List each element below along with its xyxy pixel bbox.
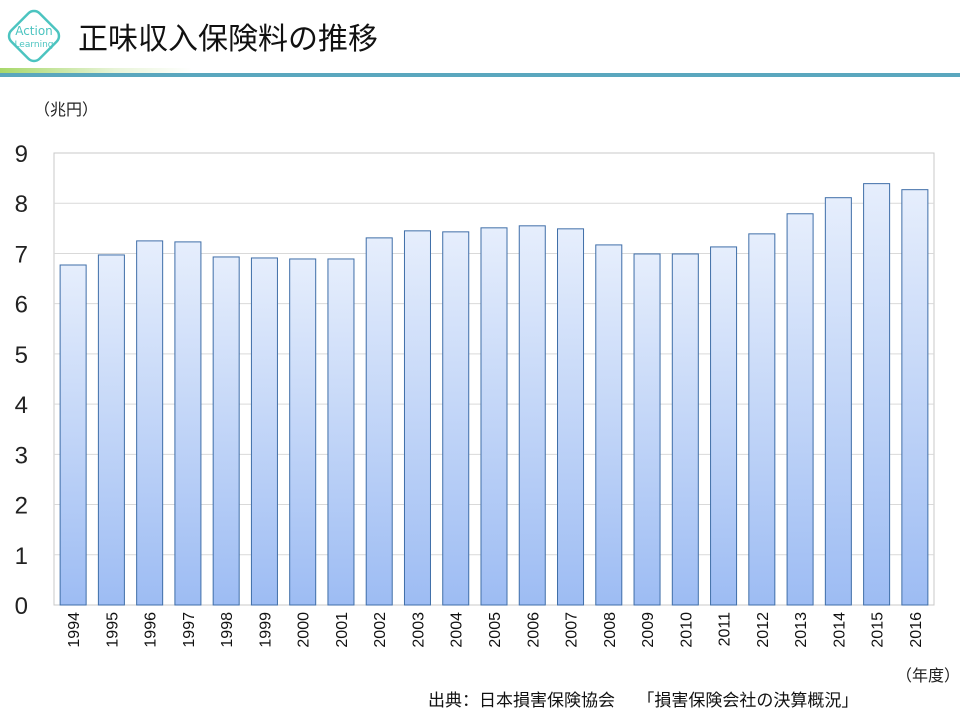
x-axis-unit: （年度） bbox=[896, 666, 960, 685]
y-tick-label: 4 bbox=[15, 392, 28, 419]
y-tick-label: 7 bbox=[15, 241, 28, 268]
x-tick-label: 2015 bbox=[870, 612, 887, 648]
bar-2016 bbox=[901, 189, 929, 606]
x-tick-label: 1999 bbox=[257, 612, 274, 648]
y-tick-label: 3 bbox=[15, 442, 28, 469]
y-tick-label: 9 bbox=[15, 141, 28, 168]
x-tick-label: 2005 bbox=[487, 612, 504, 648]
x-tick-label: 2011 bbox=[717, 612, 734, 647]
action-learning-logo: Action Learning bbox=[7, 9, 61, 63]
y-tick-label: 0 bbox=[15, 593, 28, 620]
svg-text:Learning: Learning bbox=[14, 40, 53, 50]
bar-2012 bbox=[748, 233, 776, 606]
x-tick-label: 2003 bbox=[410, 612, 427, 648]
bar-1996 bbox=[136, 240, 164, 606]
bar-2006 bbox=[518, 225, 546, 606]
bar-2003 bbox=[403, 230, 431, 606]
x-tick-label: 1998 bbox=[219, 612, 236, 648]
x-tick-label: 2010 bbox=[678, 612, 695, 648]
bar-1998 bbox=[212, 256, 240, 606]
x-tick-label: 1995 bbox=[104, 612, 121, 648]
x-tick-label: 2004 bbox=[449, 612, 466, 648]
x-tick-label: 1996 bbox=[143, 612, 160, 648]
bar-2007 bbox=[557, 228, 585, 606]
bar-2002 bbox=[365, 237, 393, 606]
x-tick-label: 2002 bbox=[372, 612, 389, 648]
x-tick-label: 2009 bbox=[640, 612, 657, 648]
bar-2004 bbox=[442, 231, 470, 606]
bar-2015 bbox=[863, 183, 891, 606]
bar-1995 bbox=[97, 254, 125, 606]
y-tick-label: 1 bbox=[15, 543, 28, 570]
y-tick-label: 5 bbox=[15, 342, 28, 369]
bar-1999 bbox=[250, 257, 278, 606]
x-tick-label: 2000 bbox=[296, 612, 313, 648]
svg-text:Action: Action bbox=[15, 24, 53, 38]
x-tick-label: 2016 bbox=[908, 612, 925, 648]
y-axis-unit: （兆円） bbox=[34, 100, 99, 119]
bar-2000 bbox=[289, 258, 317, 606]
bar-2001 bbox=[327, 258, 355, 606]
page-title: 正味収入保険料の推移 bbox=[78, 22, 378, 57]
x-tick-label: 2001 bbox=[334, 612, 351, 648]
bar-2011 bbox=[710, 246, 738, 606]
x-tick-label: 2012 bbox=[755, 612, 772, 648]
bar-2013 bbox=[786, 213, 814, 606]
source-note: 出典：日本損害保険協会 「損害保険会社の決算概況」 bbox=[428, 691, 859, 711]
bar-2014 bbox=[824, 197, 852, 606]
x-tick-label: 2008 bbox=[602, 612, 619, 648]
x-tick-label: 2014 bbox=[831, 612, 848, 648]
bar-2008 bbox=[595, 244, 623, 606]
bar-2005 bbox=[480, 227, 508, 606]
y-tick-label: 2 bbox=[15, 493, 28, 520]
header-gradient-rule bbox=[0, 68, 960, 76]
y-tick-label: 6 bbox=[15, 292, 28, 319]
bar-2009 bbox=[633, 253, 661, 606]
x-tick-label: 2013 bbox=[793, 612, 810, 648]
bar-2010 bbox=[671, 253, 699, 606]
x-tick-label: 1997 bbox=[181, 612, 198, 648]
x-tick-label: 2006 bbox=[525, 612, 542, 648]
x-tick-label: 1994 bbox=[66, 612, 83, 648]
bar-1997 bbox=[174, 241, 202, 606]
y-tick-label: 8 bbox=[15, 191, 28, 218]
bar-1994 bbox=[59, 264, 87, 606]
header-rule bbox=[0, 73, 960, 77]
x-tick-label: 2007 bbox=[564, 612, 581, 648]
